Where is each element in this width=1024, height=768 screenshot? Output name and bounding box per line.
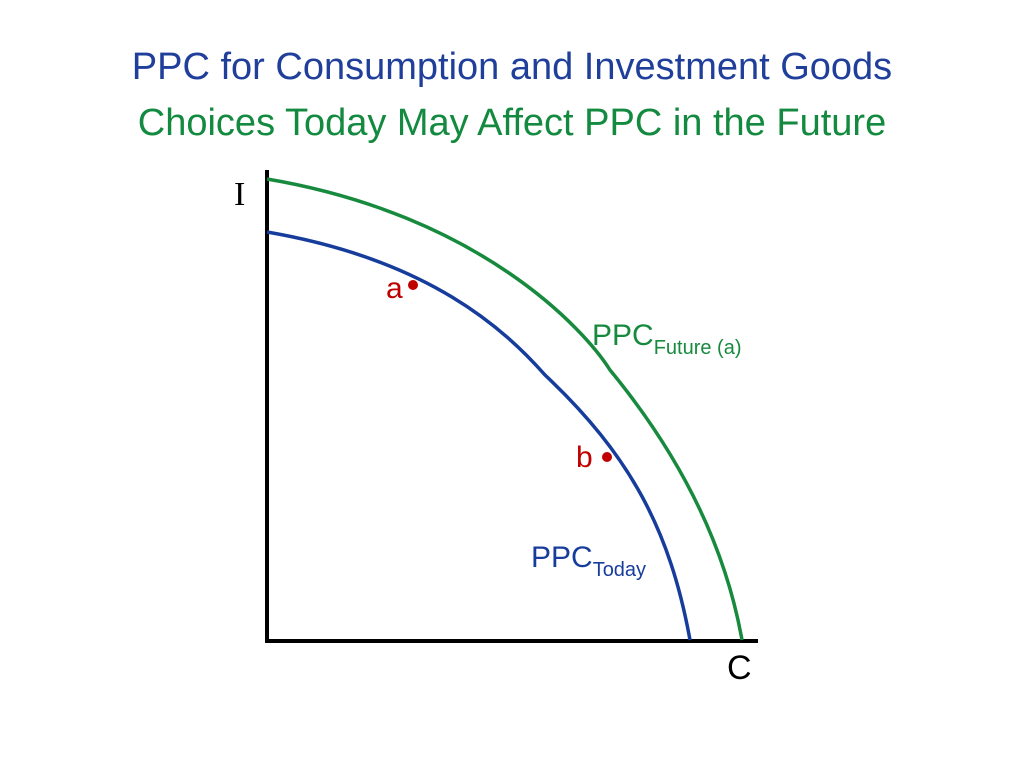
point-b-marker xyxy=(602,452,612,462)
ppc-future-label-sub: Future (a) xyxy=(654,337,742,359)
slide-title: PPC for Consumption and Investment Goods xyxy=(131,46,893,88)
slide-subtitle: Choices Today May Affect PPC in the Futu… xyxy=(137,102,887,144)
point-a-marker xyxy=(408,280,418,290)
ppc-today-label-main: PPC xyxy=(531,541,593,574)
x-axis-label: C xyxy=(727,649,752,687)
y-axis-label: I xyxy=(234,176,245,213)
ppc-today-label: PPCToday xyxy=(531,541,646,581)
ppc-future-curve xyxy=(266,177,744,641)
point-a-label: a xyxy=(386,272,403,305)
ppc-today-curve xyxy=(266,230,692,641)
ppc-future-label: PPCFuture (a) xyxy=(592,319,742,359)
ppc-future-label-main: PPC xyxy=(592,319,654,352)
ppc-today-label-sub: Today xyxy=(593,559,646,581)
point-b-label: b xyxy=(576,441,593,474)
